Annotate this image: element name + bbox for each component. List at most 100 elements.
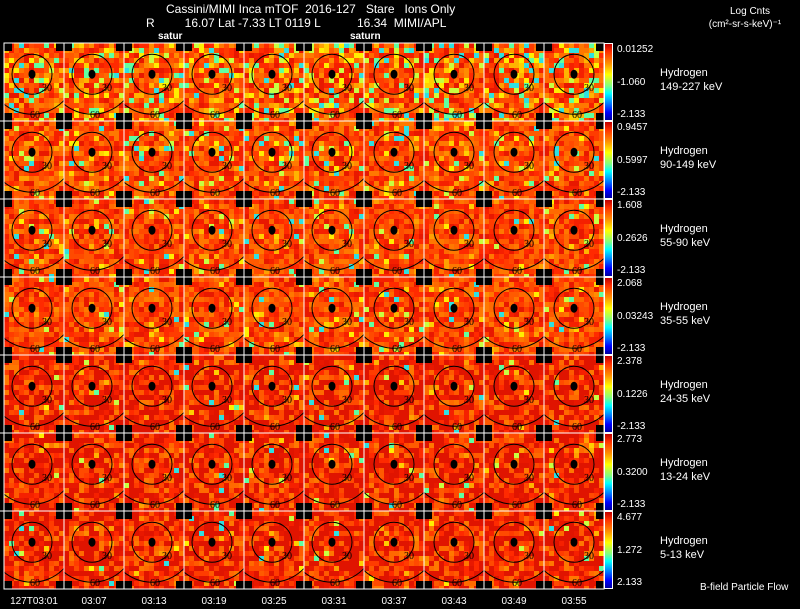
contour-label-30: 30 — [42, 395, 52, 406]
contour-label-30: 30 — [464, 161, 474, 172]
contour-label-30: 30 — [404, 239, 414, 250]
contour-60 — [244, 489, 304, 505]
contour-60 — [424, 101, 484, 115]
contour-label-60: 60 — [512, 266, 522, 277]
contour-label-60: 60 — [30, 422, 40, 433]
contour-30 — [131, 53, 173, 95]
sky-map-panel: 30 60 — [243, 432, 305, 512]
saturn-label: saturn — [350, 31, 381, 42]
contour-label-30: 30 — [42, 317, 52, 328]
contour-30 — [191, 365, 233, 407]
saturn-icon — [390, 225, 398, 235]
species-name: Hydrogen — [660, 379, 708, 391]
colorbar-unit-line2: (cm²-sr-s-keV)⁻¹ — [708, 19, 782, 30]
contour-label-60: 60 — [452, 422, 462, 433]
contour-label-30: 30 — [404, 317, 414, 328]
contour-label-60: 60 — [330, 578, 340, 589]
sky-map-panel: 30 60 — [363, 198, 425, 278]
contour-label-60: 60 — [270, 266, 280, 277]
contour-60 — [364, 179, 424, 193]
contour-label-60: 60 — [270, 110, 280, 121]
contour-60 — [4, 567, 64, 583]
contour-30 — [493, 365, 535, 407]
saturn-icon — [450, 225, 458, 235]
saturn-icon — [268, 225, 276, 235]
saturn-icon — [328, 69, 336, 79]
contour-30 — [191, 131, 233, 173]
contour-60 — [424, 569, 484, 583]
contour-60 — [184, 177, 244, 193]
species-label: Hydrogen 55-90 keV — [660, 222, 710, 250]
sky-map-panel: 30 60 — [363, 432, 425, 512]
saturn-icon — [328, 147, 336, 157]
saturn-icon — [88, 69, 96, 79]
contour-label-60: 60 — [330, 422, 340, 433]
contour-label-30: 30 — [464, 317, 474, 328]
sky-map-panel: 30 60 — [123, 354, 185, 434]
contour-label-60: 60 — [90, 344, 100, 355]
contour-label-30: 30 — [102, 317, 112, 328]
sky-map-panel: 30 60 — [423, 42, 485, 122]
sky-map-panel: 30 60 — [123, 432, 185, 512]
contour-30 — [71, 287, 113, 329]
sky-map-panel: 30 60 — [3, 42, 65, 122]
saturn-label: satur — [158, 31, 183, 42]
contour-label-30: 30 — [404, 473, 414, 484]
contour-60 — [364, 413, 424, 427]
sky-map-panel: 30 60 — [183, 42, 245, 122]
contour-label-30: 30 — [282, 83, 292, 94]
contour-30 — [11, 131, 53, 173]
contour-60 — [424, 335, 484, 349]
colorbar-max-value: 1.608 — [617, 200, 643, 211]
contour-label-30: 30 — [342, 317, 352, 328]
contour-60 — [484, 179, 544, 193]
sky-map-panel: 30 60 — [63, 354, 125, 434]
contour-60 — [244, 177, 304, 193]
saturn-icon — [28, 381, 36, 391]
colorbar-max-value: 4.677 — [617, 512, 643, 523]
contour-label-30: 30 — [464, 395, 474, 406]
contour-label-30: 30 — [584, 395, 594, 406]
contour-label-30: 30 — [102, 473, 112, 484]
time-tick-label: 127T03:01 — [10, 596, 58, 607]
contour-30 — [433, 365, 475, 407]
saturn-icon — [88, 147, 96, 157]
contour-label-30: 30 — [42, 161, 52, 172]
contour-30 — [131, 365, 173, 407]
contour-label-60: 60 — [210, 188, 220, 199]
contour-30 — [191, 53, 233, 95]
colorbar-min-value: -2.133 — [617, 265, 646, 276]
saturn-icon — [268, 537, 276, 547]
contour-60 — [184, 99, 244, 115]
contour-label-60: 60 — [150, 344, 160, 355]
sky-map-panel: 30 60 — [423, 432, 485, 512]
sky-map-panel: 30 60 — [183, 276, 245, 356]
contour-30 — [311, 287, 353, 329]
saturn-icon — [570, 459, 578, 469]
energy-range: 90-149 keV — [660, 159, 717, 171]
colorbar-mid-value: 0.1226 — [617, 389, 648, 400]
contour-label-30: 30 — [584, 473, 594, 484]
contour-label-60: 60 — [452, 344, 462, 355]
time-tick-label: 03:37 — [381, 596, 407, 607]
saturn-icon — [390, 459, 398, 469]
saturn-icon — [570, 303, 578, 313]
contour-label-60: 60 — [90, 578, 100, 589]
colorbar — [604, 121, 613, 199]
saturn-icon — [510, 537, 518, 547]
contour-60 — [544, 335, 604, 349]
contour-label-60: 60 — [392, 266, 402, 277]
contour-label-60: 60 — [452, 578, 462, 589]
contour-60 — [304, 333, 364, 349]
saturn-icon — [268, 459, 276, 469]
contour-label-60: 60 — [210, 422, 220, 433]
saturn-icon — [268, 381, 276, 391]
contour-label-30: 30 — [342, 551, 352, 562]
chart-subtitle: R 16.07 Lat -7.33 LT 0119 L 16.34 MIMI/A… — [146, 16, 447, 30]
contour-60 — [544, 413, 604, 427]
contour-label-60: 60 — [270, 500, 280, 511]
contour-30 — [373, 53, 415, 95]
contour-label-30: 30 — [524, 551, 534, 562]
contour-label-60: 60 — [30, 578, 40, 589]
contour-60 — [124, 411, 184, 427]
